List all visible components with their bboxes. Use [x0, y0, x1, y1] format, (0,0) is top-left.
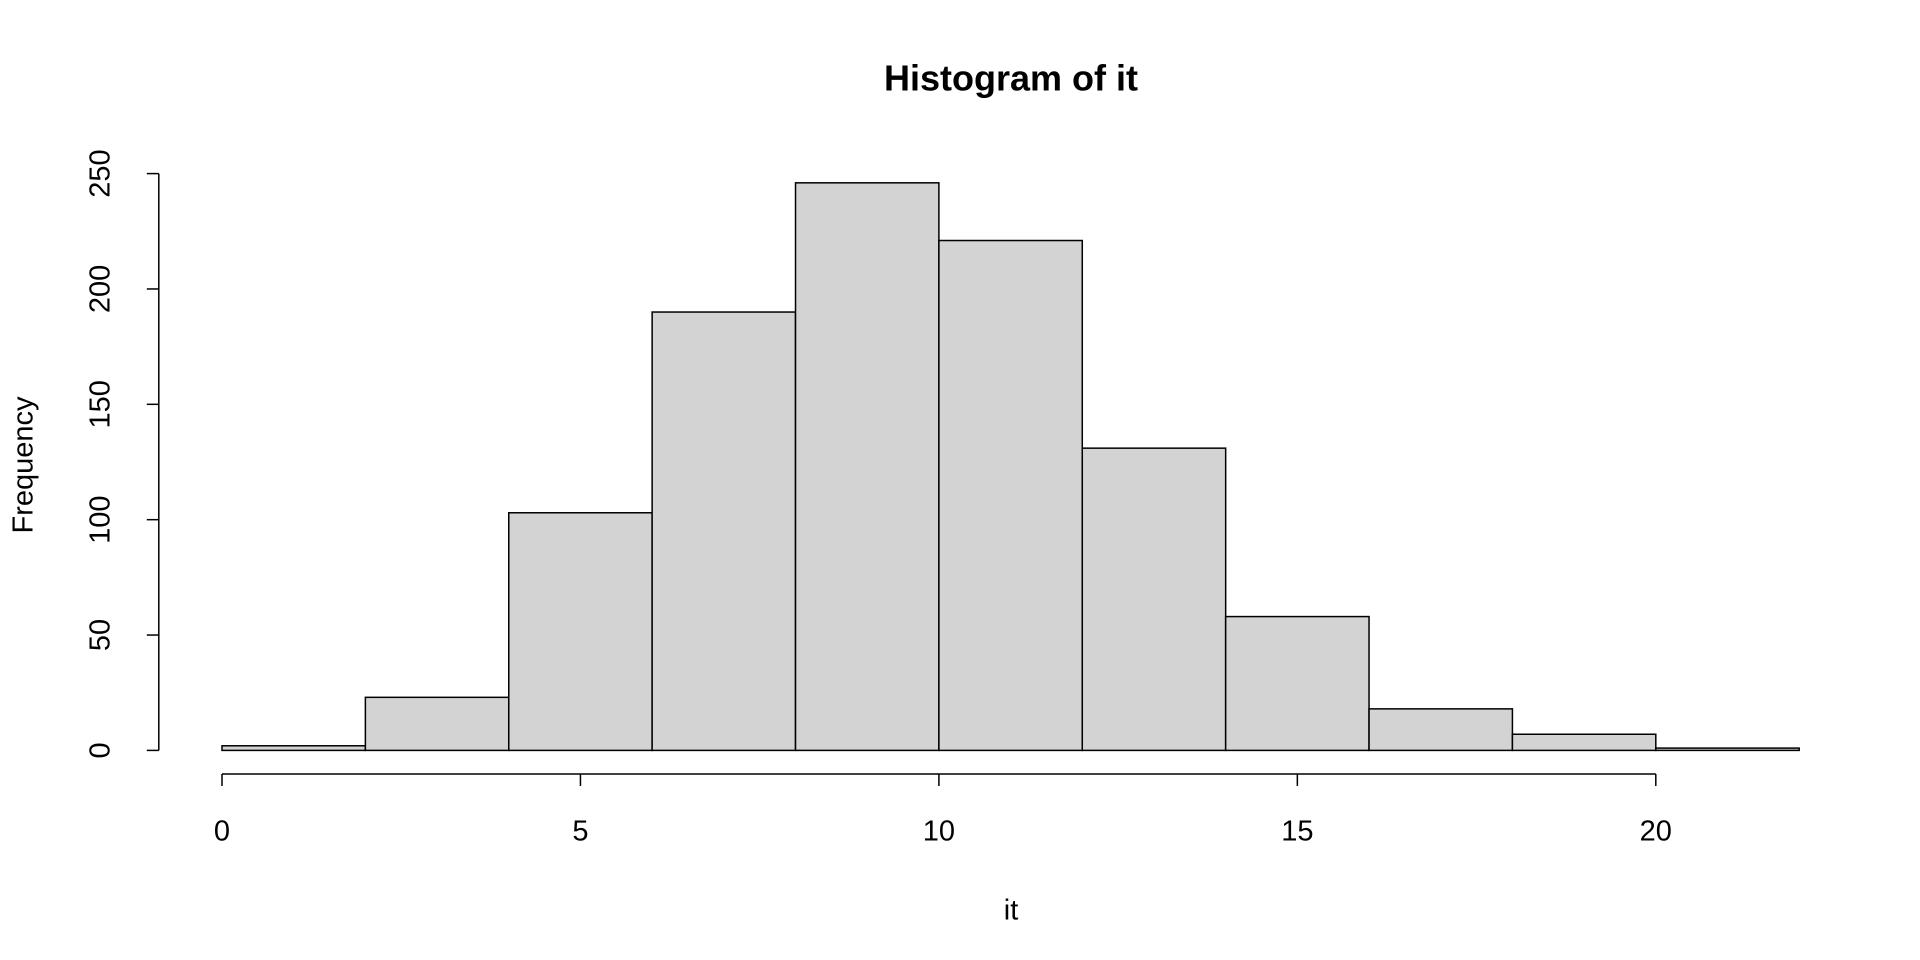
bar [938, 239, 1084, 752]
bar [364, 696, 510, 752]
y-tick-label: 150 [85, 380, 117, 428]
x-tick-label: 20 [1640, 816, 1672, 848]
y-tick-label: 100 [85, 495, 117, 543]
y-tick-label: 200 [85, 265, 117, 313]
bar [1511, 733, 1657, 752]
x-tick-label: 15 [1281, 816, 1313, 848]
bar [508, 512, 653, 752]
x-tick-label: 5 [572, 816, 588, 848]
bar [651, 311, 797, 752]
bar [1368, 708, 1514, 752]
x-axis-label: it [1004, 895, 1019, 927]
chart-title: Histogram of it [884, 58, 1138, 99]
y-tick-label: 50 [85, 619, 117, 651]
y-axis-label: Frequency [8, 396, 40, 534]
x-tick-label: 10 [923, 816, 955, 848]
x-tick-label: 0 [214, 816, 230, 848]
bar [1081, 447, 1227, 752]
bar [221, 745, 367, 752]
y-tick-label: 0 [85, 742, 117, 758]
bar [794, 182, 940, 752]
y-tick-label: 250 [85, 149, 117, 197]
bar [1224, 615, 1370, 752]
bar [1655, 747, 1800, 752]
